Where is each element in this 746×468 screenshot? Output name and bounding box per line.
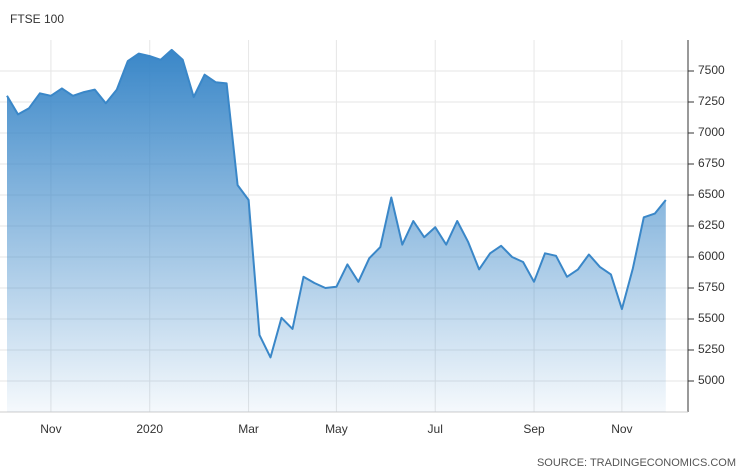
- y-tick-label: 6750: [698, 156, 725, 170]
- y-tick-label: 5500: [698, 311, 725, 325]
- y-tick-label: 6500: [698, 187, 725, 201]
- y-tick-label: 5000: [698, 373, 725, 387]
- x-tick-label: 2020: [136, 422, 163, 436]
- y-tick-label: 7000: [698, 125, 725, 139]
- y-tick-label: 5750: [698, 280, 725, 294]
- y-tick-label: 7250: [698, 94, 725, 108]
- chart-title: FTSE 100: [10, 12, 64, 26]
- y-tick-label: 6000: [698, 249, 725, 263]
- source: SOURCE: TRADINGECONOMICS.COM: [537, 457, 736, 468]
- area: [7, 49, 666, 413]
- y-tick-label: 5250: [698, 342, 725, 356]
- line: [6, 48, 667, 359]
- y-tick-label: 7500: [698, 63, 725, 77]
- y-tick-label: 6250: [698, 218, 725, 232]
- x-tick-label: Nov: [40, 422, 61, 436]
- x-tick-label: Jul: [428, 422, 443, 436]
- x-tick-label: Sep: [523, 422, 545, 436]
- x-tick-label: Nov: [611, 422, 632, 436]
- x-tick-label: May: [325, 422, 348, 436]
- x-tick-label: Mar: [238, 422, 259, 436]
